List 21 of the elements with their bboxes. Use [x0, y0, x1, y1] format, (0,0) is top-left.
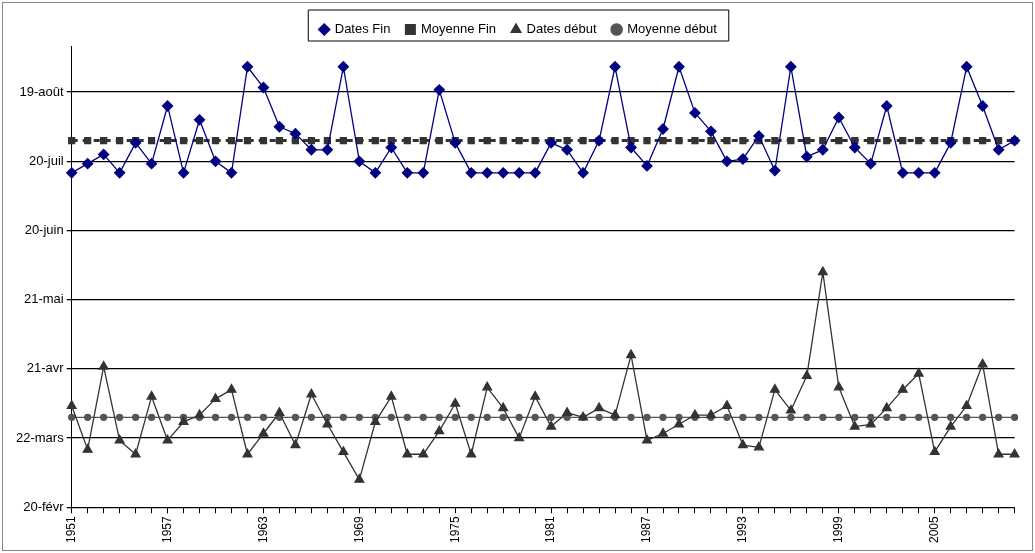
x-tick-label: 1993 — [735, 515, 750, 544]
x-tick-label: 2005 — [927, 515, 941, 544]
x-tick-label: 1999 — [831, 515, 846, 544]
x-tick-label: 1987 — [639, 515, 654, 544]
y-tick-label: 21-avr — [26, 360, 65, 376]
x-tick-label: 1957 — [159, 515, 174, 544]
y-tick-label: 22-mars — [15, 429, 65, 445]
x-tick-label: 1969 — [351, 515, 366, 544]
y-tick-label: 20-févr — [23, 498, 65, 514]
x-tick-label: 1975 — [447, 515, 462, 544]
y-tick-label: 20-juin — [24, 222, 64, 238]
x-tick-label: 1951 — [63, 515, 78, 544]
y-tick-label: 20-juil — [28, 152, 64, 168]
legend-label: Moyenne Fin — [420, 21, 497, 37]
y-tick-label: 21-mai — [23, 291, 64, 307]
legend-label: Dates début — [526, 21, 598, 37]
x-tick-label: 1981 — [543, 515, 558, 544]
x-tick-label: 1963 — [255, 515, 270, 544]
legend-label: Moyenne début — [627, 21, 718, 37]
y-tick-label: 19-août — [19, 83, 65, 99]
legend-label: Dates Fin — [334, 21, 391, 37]
